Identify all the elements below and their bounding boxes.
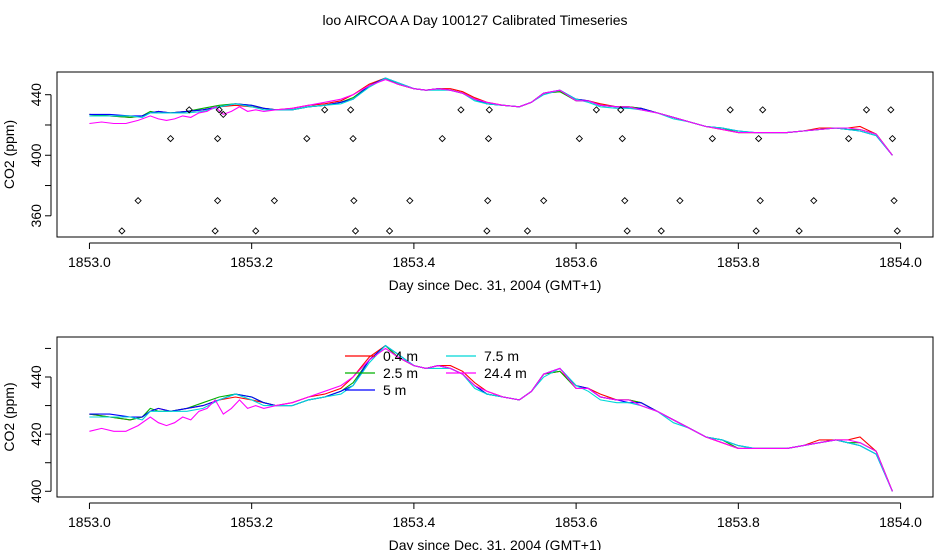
data-marker — [215, 106, 223, 114]
data-marker — [523, 227, 532, 235]
data-marker — [618, 134, 626, 143]
data-marker — [756, 197, 764, 205]
data-marker — [211, 227, 219, 235]
x-axis-label: Day since Dec. 31, 2004 (GMT+1) — [389, 277, 602, 293]
x-tick-label: 1853.2 — [230, 514, 273, 530]
data-marker — [862, 106, 871, 114]
data-marker — [213, 134, 222, 143]
data-marker — [890, 197, 898, 205]
x-tick-label: 1854.0 — [879, 514, 922, 530]
data-marker — [759, 106, 767, 114]
data-marker — [351, 227, 360, 235]
data-marker — [349, 134, 357, 143]
data-marker — [406, 197, 414, 205]
data-marker — [252, 227, 260, 235]
data-marker — [617, 106, 625, 114]
series-line-7-5-m-m — [89, 77, 893, 156]
data-marker — [726, 106, 734, 114]
data-marker — [219, 110, 227, 119]
data-marker — [754, 134, 763, 143]
x-tick-label: 1853.4 — [392, 254, 435, 270]
data-marker — [888, 134, 897, 143]
data-marker — [457, 106, 465, 114]
data-marker — [166, 134, 175, 143]
data-marker — [887, 106, 895, 114]
y-tick-label: 360 — [28, 204, 44, 228]
data-marker — [118, 227, 126, 235]
data-marker — [213, 197, 222, 205]
x-tick-label: 1853.0 — [68, 514, 111, 530]
data-marker — [270, 197, 279, 205]
y-tick-label: 400 — [28, 143, 44, 167]
data-marker — [385, 227, 394, 235]
series-line-5-m-m — [89, 77, 893, 156]
x-tick-label: 1853.8 — [717, 514, 760, 530]
legend-label: 5 m — [383, 382, 406, 398]
x-tick-label: 1854.0 — [879, 254, 922, 270]
x-tick-label: 1853.6 — [555, 514, 598, 530]
plot-frame — [56, 71, 934, 238]
data-marker — [621, 197, 629, 205]
data-marker — [592, 106, 601, 114]
data-marker — [810, 197, 818, 205]
data-marker — [893, 227, 901, 235]
x-tick-label: 1853.4 — [392, 514, 435, 530]
data-marker — [657, 227, 665, 235]
y-axis-label: CO2 (ppm) — [1, 120, 17, 189]
y-tick-label: 440 — [28, 365, 44, 389]
x-tick-label: 1853.0 — [68, 254, 111, 270]
top-panel: 1853.0 1853.2 1853.4 1853.6 1853.8 1854.0 Day … — [1, 71, 934, 293]
plot-frame — [56, 336, 934, 498]
data-marker — [575, 134, 583, 143]
series-line-2-5-m-m — [89, 77, 893, 156]
x-tick-label: 1853.6 — [555, 254, 598, 270]
bottom-panel: 1853.0 1853.2 1853.4 1853.6 1853.8 1854.0 Day … — [1, 336, 934, 550]
data-marker — [708, 134, 717, 143]
y-axis-label: CO2 (ppm) — [1, 382, 17, 451]
x-tick-label: 1853.2 — [230, 254, 273, 270]
data-marker — [623, 227, 631, 235]
data-marker — [438, 134, 446, 143]
data-marker — [483, 227, 491, 235]
y-tick-label: 440 — [28, 83, 44, 107]
y-tick-label: 420 — [28, 422, 44, 446]
data-marker — [321, 106, 329, 114]
data-marker — [346, 106, 355, 114]
legend-label: 24.4 m — [484, 365, 527, 381]
x-axis-label: Day since Dec. 31, 2004 (GMT+1) — [389, 537, 602, 550]
data-marker — [795, 227, 803, 235]
data-marker — [185, 106, 193, 114]
data-marker — [845, 134, 853, 143]
data-marker — [485, 106, 493, 114]
data-marker — [134, 197, 142, 205]
x-tick-label: 1853.8 — [717, 254, 760, 270]
data-marker — [752, 227, 760, 235]
data-marker — [303, 134, 311, 143]
series-line-0-4-m-m — [89, 77, 893, 156]
legend-label: 7.5 m — [484, 348, 519, 364]
legend-label: 2.5 m — [383, 365, 418, 381]
figure-title: loo AIRCOA A Day 100127 Calibrated Times… — [322, 12, 627, 28]
data-marker — [350, 197, 358, 205]
series-line-24-4-m-m — [89, 79, 893, 156]
data-marker — [676, 197, 684, 205]
series-line-24-4-m-m — [89, 347, 893, 492]
data-marker — [540, 197, 548, 205]
data-marker — [484, 134, 493, 143]
data-marker — [484, 197, 492, 205]
legend-label: 0.4 m — [383, 348, 418, 364]
y-tick-label: 400 — [28, 479, 44, 503]
